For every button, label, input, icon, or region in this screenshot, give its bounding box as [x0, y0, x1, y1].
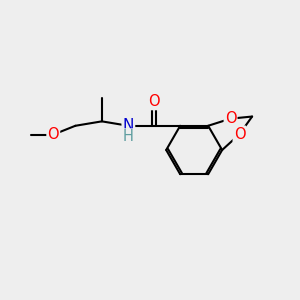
Text: N: N	[123, 118, 134, 133]
Text: O: O	[148, 94, 160, 109]
Text: O: O	[225, 111, 236, 126]
Text: O: O	[47, 127, 59, 142]
Text: H: H	[123, 130, 134, 145]
Text: O: O	[234, 127, 245, 142]
